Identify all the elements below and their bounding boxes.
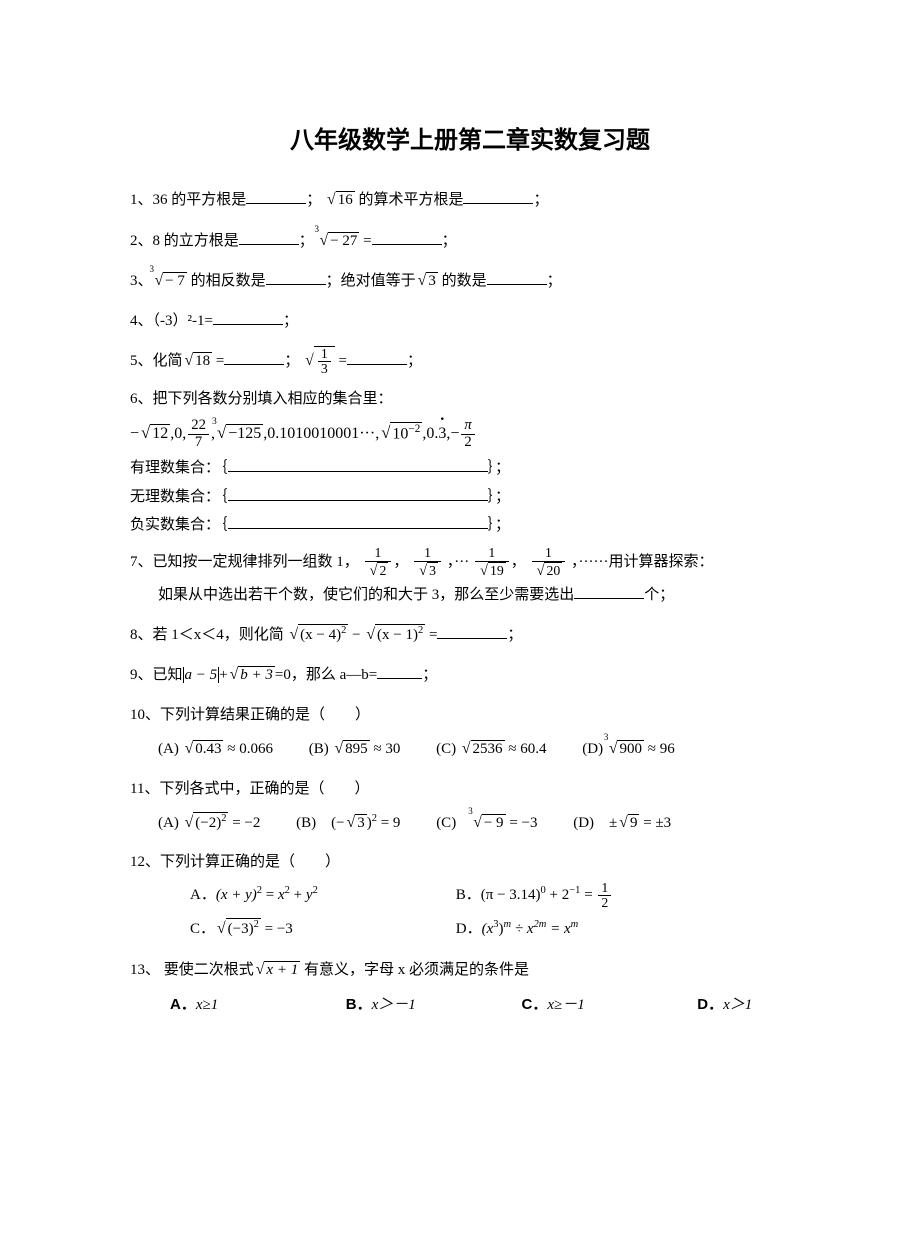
option-c: (C) 2536 ≈ 60.4 — [436, 732, 546, 767]
sqrt-icon: (x − 1)2 — [364, 618, 425, 653]
sqrt-icon: 10−2 — [379, 417, 422, 449]
option-b: B．(π − 3.14)0 + 2−1 = 12 — [456, 879, 614, 912]
option-b: (B) (−3)2 = 9 — [296, 806, 400, 841]
option-d: D．x＞1 — [697, 988, 752, 1022]
blank — [372, 229, 442, 245]
blank — [266, 269, 326, 285]
question-2: 2、8 的立方根是； 3− 27 =； — [130, 224, 810, 259]
question-1: 1、36 的平方根是； 16 的算术平方根是； — [130, 183, 810, 218]
cbrt-icon: 3−125 — [215, 417, 263, 449]
blank — [239, 229, 299, 245]
q11-options: (A) (−2)2 = −2 (B) (−3)2 = 9 (C) 3− 9 = … — [130, 806, 810, 841]
option-a: A．(x + y)2 = x2 + y2 — [190, 879, 420, 912]
q12-stem: 12、下列计算正确的是（ ） — [130, 846, 810, 879]
blank — [246, 188, 306, 204]
sqrt-frac-icon: 13 — [303, 344, 335, 379]
option-b: (B) 895 ≈ 30 — [309, 732, 401, 767]
question-10: 10、下列计算结果正确的是（ ） (A) 0.43 ≈ 0.066 (B) 89… — [130, 699, 810, 767]
sqrt-icon: b + 3 — [228, 658, 275, 693]
q6-intro: 6、把下列各数分别填入相应的集合里： — [130, 385, 810, 414]
blank — [228, 513, 488, 529]
blank — [487, 269, 547, 285]
q10-stem: 10、下列计算结果正确的是（ ） — [130, 699, 810, 732]
question-6: 6、把下列各数分别填入相应的集合里： −12,0,227,3−125,0.101… — [130, 385, 810, 540]
sqrt-icon: (x − 4)2 — [288, 618, 349, 653]
blank — [224, 349, 284, 365]
q12-row2: C．(−3)2 = −3 D．(x3)m ÷ x2m = xm — [130, 912, 810, 947]
sqrt-icon: 12 — [139, 417, 170, 449]
sqrt-icon: 3 — [416, 264, 438, 299]
q13-options: A．x≥1 B．x＞－1 C．x≥－1 D．x＞1 — [130, 988, 810, 1022]
q7-line2: 如果从中选出若干个数，使它们的和大于 3，那么至少需要选出个； — [130, 579, 810, 612]
question-13: 13、 要使二次根式x + 1 有意义，字母 x 必须满足的条件是 A．x≥1 … — [130, 953, 810, 1022]
q1-text: 1、36 的平方根是 — [130, 192, 246, 208]
q6-set-irrational: 无理数集合：｛｝； — [130, 483, 810, 512]
question-9: 9、已知a − 5+b + 3=0，那么 a—b=； — [130, 658, 810, 693]
question-8: 8、若 1＜x＜4，则化简 (x − 4)2 − (x − 1)2 =； — [130, 618, 810, 653]
abs-icon: a − 5 — [183, 667, 220, 683]
question-11: 11、下列各式中，正确的是（ ） (A) (−2)2 = −2 (B) (−3)… — [130, 773, 810, 841]
q6-set-rational: 有理数集合：｛｝； — [130, 454, 810, 483]
question-7: 7、已知按一定规律排列一组数 1， 12， 13 ，··· 119， 120 ，… — [130, 546, 810, 612]
option-a: A．x≥1 — [170, 988, 310, 1022]
blank — [228, 456, 488, 472]
cbrt-icon: 3− 27 — [318, 224, 360, 259]
question-4: 4、（-3）²-1=； — [130, 305, 810, 338]
page-title: 八年级数学上册第二章实数复习题 — [130, 120, 810, 155]
blank — [463, 188, 533, 204]
option-d: (D) 3900 ≈ 96 — [582, 732, 674, 767]
option-a: (A) (−2)2 = −2 — [158, 806, 260, 841]
option-c: (C) 3− 9 = −3 — [436, 806, 537, 841]
question-5: 5、化简18 =； 13 =； — [130, 344, 810, 379]
repeating-dot-icon: 3 — [438, 419, 446, 449]
option-b: B．x＞－1 — [346, 988, 486, 1022]
q13-stem: 13、 要使二次根式x + 1 有意义，字母 x 必须满足的条件是 — [130, 953, 810, 988]
q6-numbers: −12,0,227,3−125,0.1010010001···,10−2,0.3… — [130, 413, 810, 454]
option-d: (D) ±9 = ±3 — [573, 806, 671, 841]
blank — [574, 583, 644, 599]
blank — [437, 623, 507, 639]
q10-options: (A) 0.43 ≈ 0.066 (B) 895 ≈ 30 (C) 2536 ≈… — [130, 732, 810, 767]
blank — [213, 309, 283, 325]
sqrt-icon: x + 1 — [254, 953, 300, 988]
sqrt-icon: 16 — [325, 183, 355, 218]
worksheet-page: 八年级数学上册第二章实数复习题 1、36 的平方根是； 16 的算术平方根是； … — [0, 0, 920, 1242]
q12-row1: A．(x + y)2 = x2 + y2 B．(π − 3.14)0 + 2−1… — [130, 879, 810, 912]
option-c: C．(−3)2 = −3 — [190, 912, 420, 947]
blank — [377, 663, 422, 679]
blank — [347, 349, 407, 365]
cbrt-icon: 3− 7 — [153, 264, 187, 299]
option-d: D．(x3)m ÷ x2m = xm — [456, 913, 578, 946]
question-12: 12、下列计算正确的是（ ） A．(x + y)2 = x2 + y2 B．(π… — [130, 846, 810, 947]
option-a: (A) 0.43 ≈ 0.066 — [158, 732, 273, 767]
option-c: C．x≥－1 — [522, 988, 662, 1022]
blank — [228, 485, 488, 501]
sqrt-icon: 18 — [183, 344, 213, 379]
q6-set-negative: 负实数集合：｛｝； — [130, 511, 810, 540]
question-3: 3、3− 7 的相反数是；绝对值等于3 的数是； — [130, 264, 810, 299]
